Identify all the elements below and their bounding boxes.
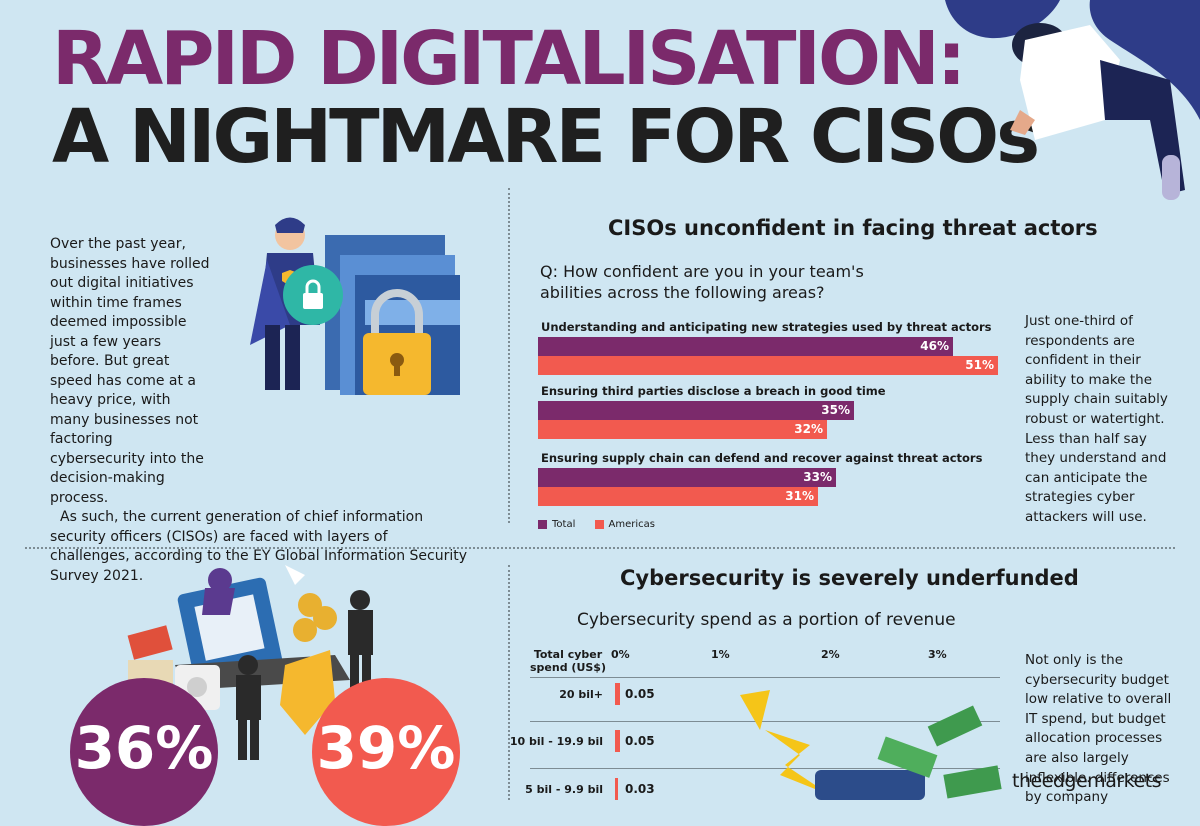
divider-horizontal	[25, 547, 1175, 549]
bar-value-label: 32%	[794, 422, 823, 436]
category-label: Ensuring supply chain can defend and rec…	[541, 451, 983, 465]
spend-bar	[615, 778, 618, 800]
bar-americas: 32%	[538, 420, 827, 439]
confidence-question: Q: How confident are you in your team's …	[540, 262, 864, 302]
row-category-label: 5 bil - 9.9 bil	[525, 783, 603, 796]
security-hero-illustration	[250, 217, 460, 395]
bar-value-label: 46%	[920, 339, 949, 353]
bar-total: 35%	[538, 401, 854, 420]
bar-americas: 31%	[538, 487, 818, 506]
intro-para-1: Over the past year, businesses have roll…	[50, 236, 210, 506]
spend-title: Cybersecurity is severely underfunded	[620, 566, 1079, 590]
bar-value-label: 35%	[821, 403, 850, 417]
spend-subtitle: Cybersecurity spend as a portion of reve…	[577, 610, 956, 630]
bar-value-label: 51%	[965, 358, 994, 372]
confidence-side-text: Just one-third of respondents are confid…	[1025, 313, 1168, 525]
bar-total: 33%	[538, 468, 836, 487]
title-line-1: RAPID DIGITALISATION:	[52, 16, 966, 102]
money-lightning-illustration	[740, 690, 1002, 800]
stressed-person-illustration	[945, 0, 1200, 200]
bar-value-label: 33%	[803, 470, 832, 484]
bar-americas: 51%	[538, 356, 998, 375]
x-tick-label: 0%	[611, 648, 630, 661]
bubble-left: 36%	[70, 678, 218, 826]
spend-side-text: Not only is the cybersecurity budget low…	[1025, 652, 1172, 806]
row-separator	[530, 721, 1000, 722]
x-tick-label: 1%	[711, 648, 730, 661]
bar-total: 46%	[538, 337, 953, 356]
row-category-label: 20 bil+	[559, 688, 603, 701]
row-category-label: 10 bil - 19.9 bil	[509, 735, 603, 748]
confidence-bar-chart: Understanding and anticipating new strat…	[538, 320, 1008, 510]
intro-text: Over the past year, businesses have roll…	[50, 235, 470, 586]
spend-bar	[615, 730, 620, 752]
legend-americas-swatch	[594, 519, 604, 529]
legend-total-swatch	[538, 519, 547, 529]
divider-vertical-bottom	[508, 565, 510, 800]
bar-value-label: 31%	[785, 489, 814, 503]
category-label: Ensuring third parties disclose a breach…	[541, 384, 886, 398]
row-separator	[530, 768, 1000, 769]
legend-americas: Americas	[594, 519, 655, 530]
x-tick-label: 3%	[928, 648, 947, 661]
watermark: theedgemarkets	[1012, 770, 1162, 792]
bubble-right: 39%	[312, 678, 460, 826]
header-separator	[530, 677, 1000, 678]
confidence-title: CISOs unconfident in facing threat actor…	[608, 216, 1098, 240]
x-tick-label: 2%	[821, 648, 840, 661]
legend-total: Total	[538, 519, 575, 530]
category-label: Understanding and anticipating new strat…	[541, 320, 992, 334]
spend-bar-chart: 0% 1% 2% 3% 20 bil+ 0.05 10 bil - 19.9 bil 0.05…	[510, 640, 1008, 800]
divider-vertical-top	[508, 188, 510, 523]
intro-para-2: As such, the current generation of chief…	[50, 509, 468, 584]
spend-value-label: 0.05	[625, 687, 655, 701]
chart-legend: Total Americas	[538, 519, 655, 530]
spend-value-label: 0.05	[625, 734, 655, 748]
spend-bar	[615, 683, 620, 705]
spend-value-label: 0.03	[625, 782, 655, 796]
title-line-2: A NIGHTMARE FOR CISOs	[52, 94, 1040, 180]
spend-col-header: Total cyber spend (US$)	[530, 648, 606, 674]
